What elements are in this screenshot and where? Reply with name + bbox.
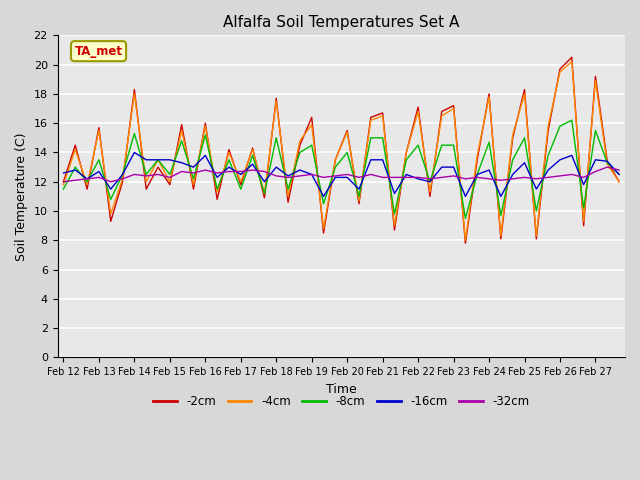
Legend: -2cm, -4cm, -8cm, -16cm, -32cm: -2cm, -4cm, -8cm, -16cm, -32cm — [148, 390, 534, 413]
X-axis label: Time: Time — [326, 383, 356, 396]
Title: Alfalfa Soil Temperatures Set A: Alfalfa Soil Temperatures Set A — [223, 15, 460, 30]
Text: TA_met: TA_met — [74, 45, 122, 58]
Y-axis label: Soil Temperature (C): Soil Temperature (C) — [15, 132, 28, 261]
